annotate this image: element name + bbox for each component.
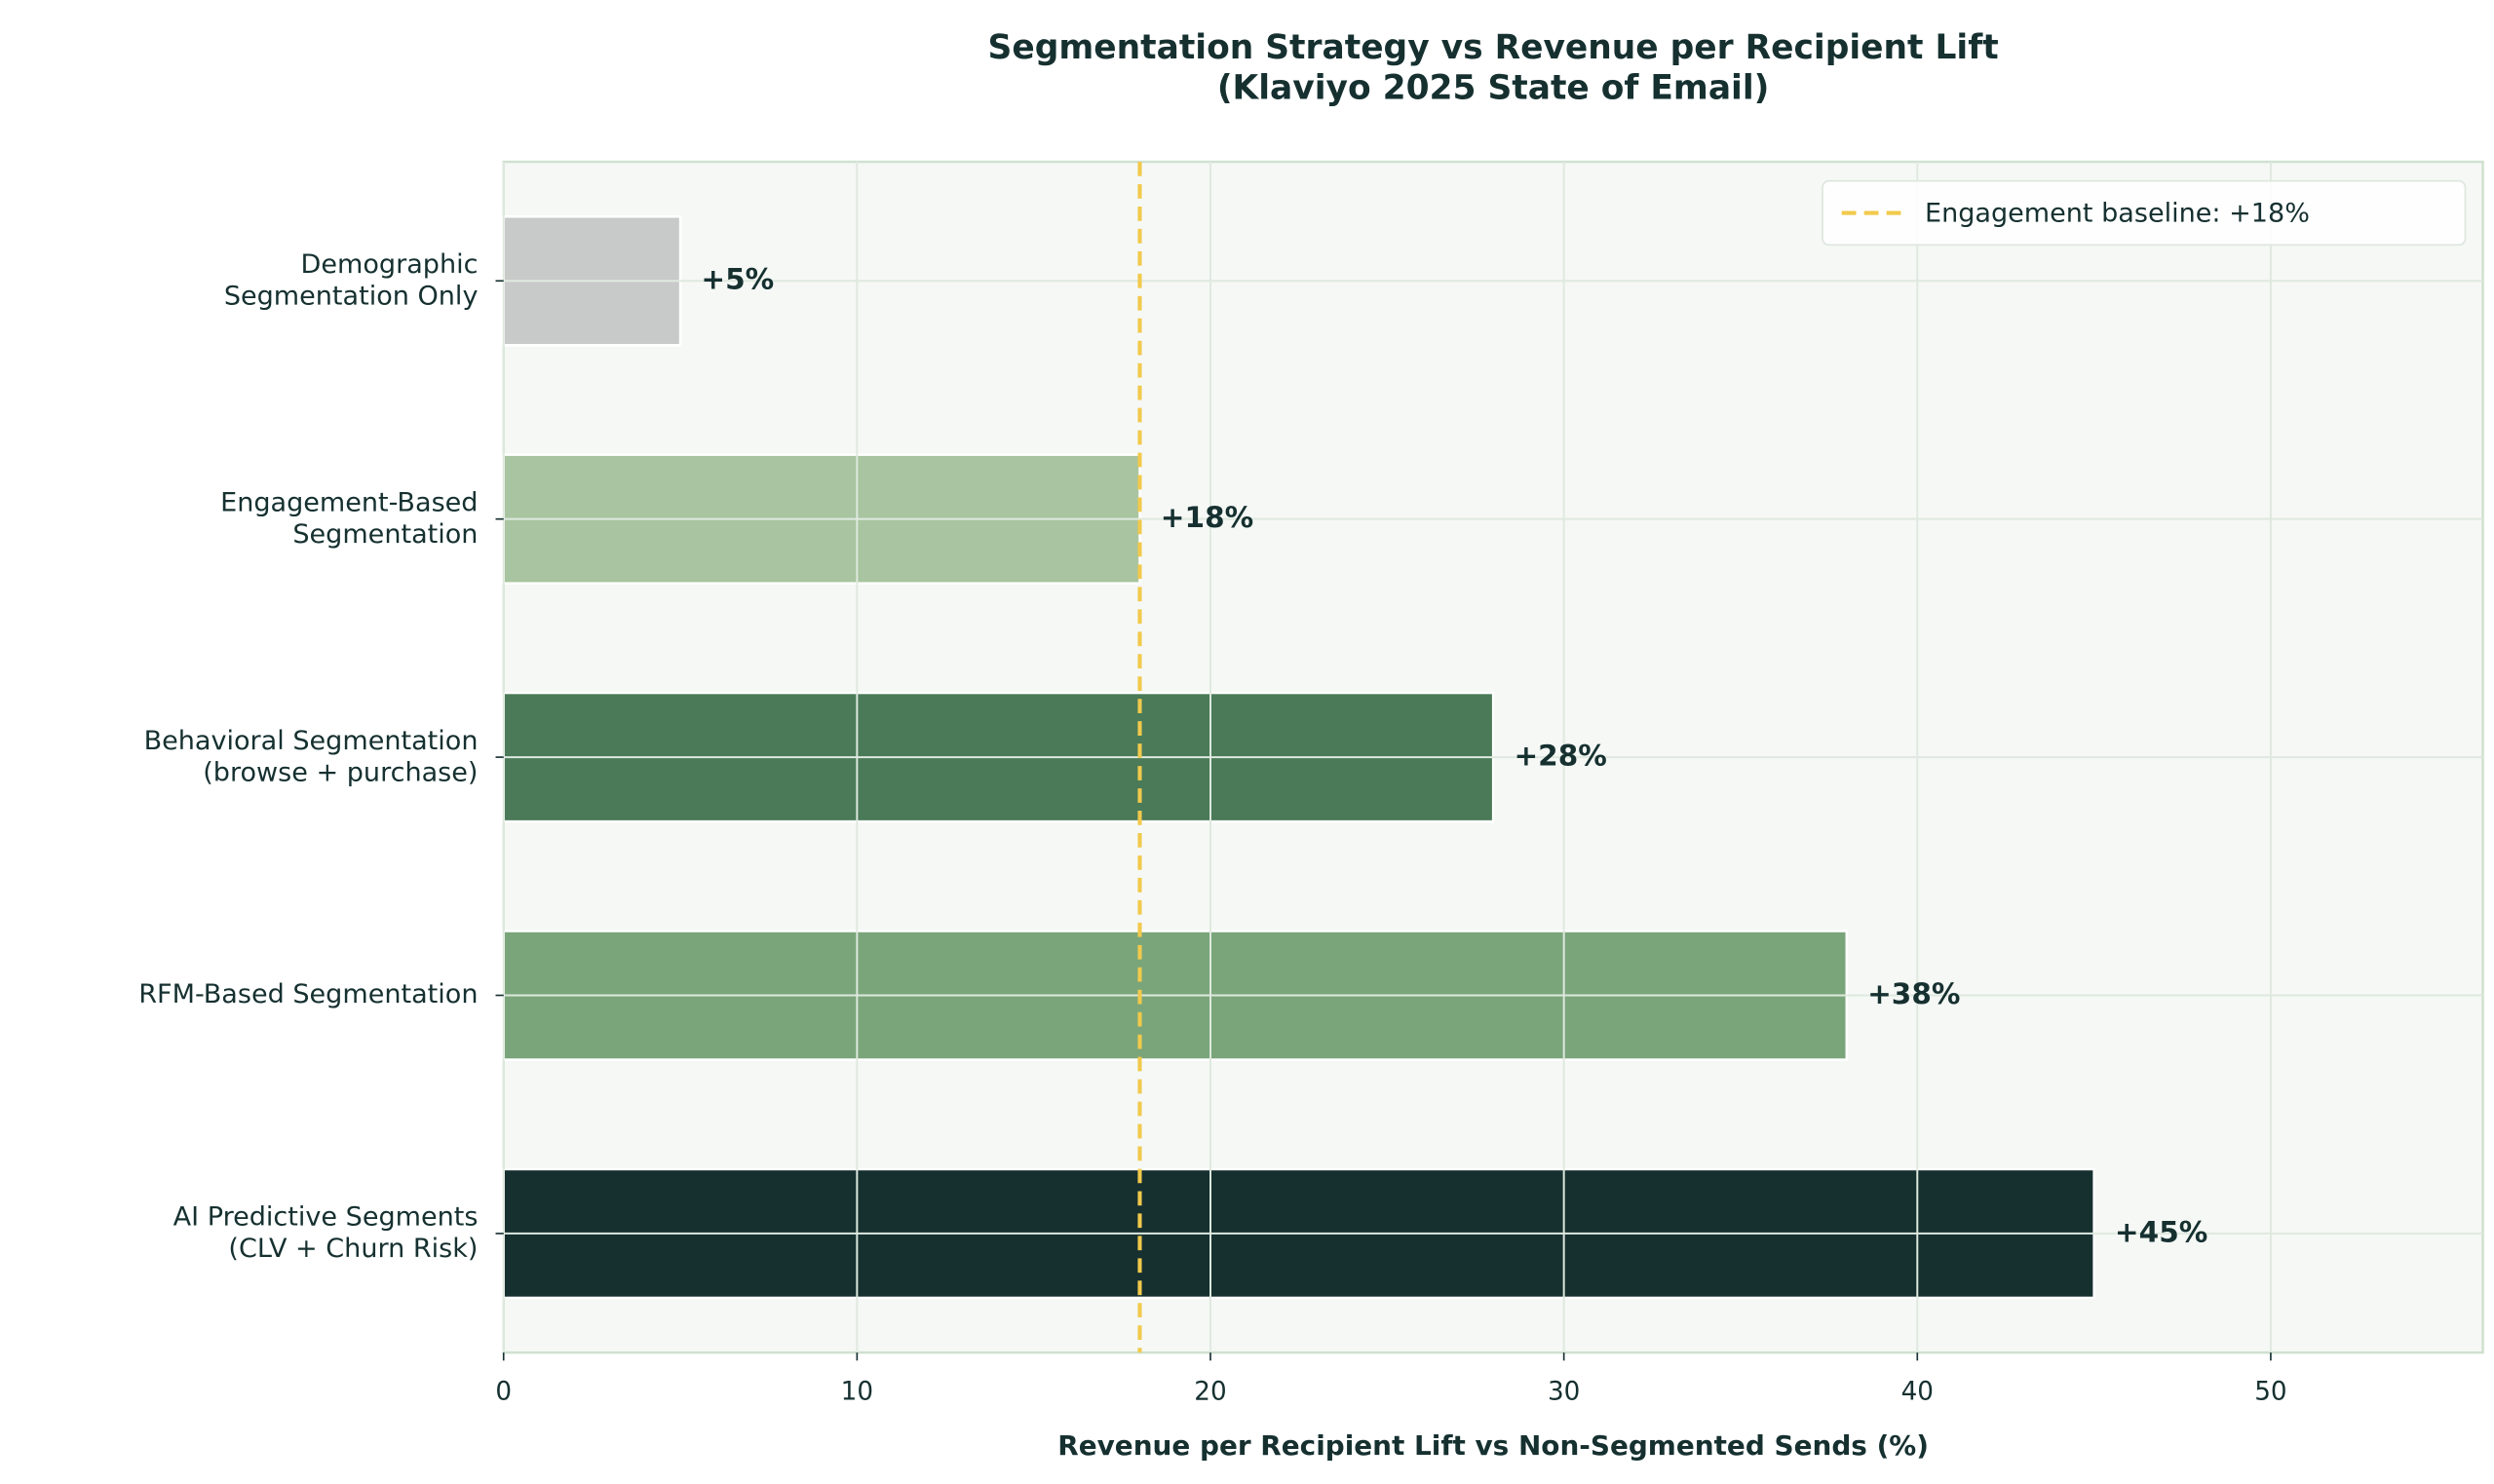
- y-tick-label: AI Predictive Segments (CLV + Churn Risk): [173, 1201, 479, 1263]
- value-label: +38%: [1867, 977, 1960, 1010]
- value-label: +18%: [1161, 501, 1253, 534]
- y-tick-label: RFM-Based Segmentation: [138, 979, 478, 1009]
- x-tick-label: 40: [1901, 1378, 1934, 1407]
- value-label: +5%: [701, 263, 774, 296]
- value-label: +45%: [2115, 1215, 2207, 1248]
- chart-title: Segmentation Strategy vs Revenue per Rec…: [988, 28, 1999, 107]
- legend-box: [1822, 179, 2467, 247]
- y-tick-label: Demographic Segmentation Only: [224, 249, 479, 311]
- x-tick-label: 10: [841, 1378, 873, 1407]
- x-tick-label: 50: [2254, 1378, 2286, 1407]
- y-tick-label: Behavioral Segmentation (browse + purchas…: [144, 725, 479, 786]
- value-label: +28%: [1514, 740, 1606, 773]
- x-tick-label: 30: [1548, 1378, 1580, 1407]
- x-tick-label: 0: [495, 1378, 512, 1407]
- y-tick-label: Engagement-Based Segmentation: [220, 487, 478, 549]
- x-tick-label: 20: [1194, 1378, 1226, 1407]
- x-axis-label: Revenue per Recipient Lift vs Non-Segmen…: [1057, 1429, 1929, 1462]
- legend-label: Engagement baseline: +18%: [1925, 199, 2310, 229]
